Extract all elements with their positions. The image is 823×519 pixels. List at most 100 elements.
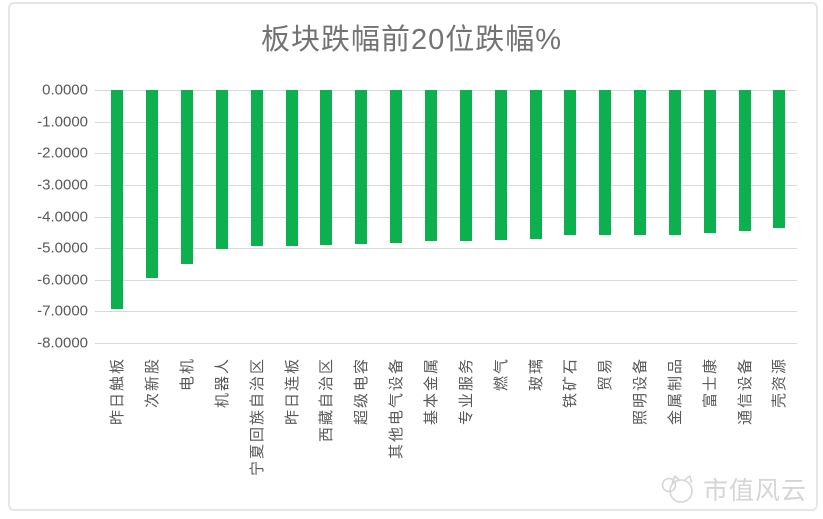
x-tick-label: 专业服务 [457, 357, 475, 426]
bar-slot [344, 90, 379, 343]
gridline [95, 311, 797, 313]
gridline [95, 248, 797, 250]
x-tick-label: 通信设备 [736, 357, 754, 426]
x-tick-label: 其他电气设备 [388, 357, 406, 460]
x-label-slot: 电机 [170, 357, 205, 505]
x-tick-label: 西藏自治区 [318, 357, 336, 443]
x-tick-label: 宁夏回族自治区 [248, 357, 266, 477]
bar-玻璃 [529, 90, 542, 239]
y-tick-label: 0.0000 [42, 81, 88, 99]
bar-slot [692, 90, 727, 343]
bar-slot [762, 90, 797, 343]
bar-series [100, 90, 797, 343]
bar-西藏自治区 [320, 90, 333, 245]
y-axis-tick-labels: 0.0000 -1.0000 -2.0000 -3.0000 -4.0000 -5.000… [0, 82, 88, 352]
bar-照明设备 [634, 90, 647, 235]
plot-gridlines [95, 90, 797, 344]
x-tick-label: 基本金属 [423, 357, 441, 426]
x-label-slot: 燃气 [483, 357, 518, 505]
y-tick-label: -3.0000 [37, 176, 88, 194]
bar-基本金属 [425, 90, 438, 241]
x-label-slot: 西藏自治区 [309, 357, 344, 505]
gridline [95, 279, 797, 281]
bar-昨日触板 [111, 90, 124, 309]
x-label-slot: 贸易 [588, 357, 623, 505]
bar-slot [483, 90, 518, 343]
bar-机器人 [215, 90, 228, 249]
bar-富士康 [703, 90, 716, 233]
bar-昨日连板 [285, 90, 298, 246]
x-tick-label: 次新股 [144, 357, 162, 409]
bar-slot [205, 90, 240, 343]
x-tick-label: 富士康 [701, 357, 719, 409]
bar-次新股 [146, 90, 159, 278]
gridline [95, 121, 797, 123]
bar-宁夏回族自治区 [250, 90, 263, 246]
x-tick-label: 金属制品 [666, 357, 684, 426]
bar-电机 [181, 90, 194, 264]
x-tick-label: 铁矿石 [562, 357, 580, 409]
x-label-slot: 机器人 [205, 357, 240, 505]
bar-slot [518, 90, 553, 343]
x-label-slot: 专业服务 [448, 357, 483, 505]
bar-燃气 [494, 90, 507, 240]
x-label-slot: 基本金属 [414, 357, 449, 505]
bar-贸易 [599, 90, 612, 235]
x-tick-label: 昨日连板 [283, 357, 301, 426]
y-tick-label: -8.0000 [37, 334, 88, 352]
x-tick-label: 玻璃 [527, 357, 545, 392]
bar-通信设备 [738, 90, 751, 231]
gridline [95, 90, 797, 91]
y-tick-label: -4.0000 [37, 208, 88, 225]
x-label-slot: 昨日触板 [100, 357, 135, 505]
x-label-slot: 次新股 [135, 357, 170, 505]
gridline [95, 153, 797, 155]
x-label-slot: 玻璃 [518, 357, 553, 505]
x-label-slot: 照明设备 [623, 357, 658, 505]
x-tick-label: 燃气 [492, 357, 510, 392]
bar-slot [623, 90, 658, 343]
x-label-slot: 超级电容 [344, 357, 379, 505]
y-tick-label: -7.0000 [37, 302, 88, 320]
x-tick-label: 昨日触板 [109, 357, 127, 426]
bar-铁矿石 [564, 90, 577, 235]
bar-金属制品 [668, 90, 681, 235]
x-tick-label: 电机 [179, 357, 197, 392]
bar-slot [100, 90, 135, 343]
bar-slot [274, 90, 309, 343]
bar-slot [135, 90, 170, 343]
bar-slot [448, 90, 483, 343]
bar-slot [379, 90, 414, 343]
x-tick-label: 机器人 [213, 357, 231, 409]
y-tick-label: -6.0000 [37, 271, 88, 289]
bar-slot [658, 90, 693, 343]
x-tick-label: 贸易 [597, 357, 615, 392]
bar-slot [239, 90, 274, 343]
x-tick-label: 壳资源 [771, 357, 789, 409]
bar-slot [414, 90, 449, 343]
chart-title: 板块跌幅前20位跌幅% [260, 24, 563, 56]
y-tick-label: -5.0000 [37, 239, 88, 257]
x-label-slot: 宁夏回族自治区 [239, 357, 274, 505]
watermark-text: 市值风云 [702, 477, 807, 505]
watermark: 市值风云 [660, 471, 807, 507]
bar-壳资源 [773, 90, 786, 228]
gridline [95, 184, 797, 186]
y-tick-label: -1.0000 [37, 113, 88, 131]
x-label-slot: 铁矿石 [553, 357, 588, 505]
bar-slot [727, 90, 762, 343]
bar-slot [309, 90, 344, 343]
bar-其他电气设备 [390, 90, 403, 243]
bar-slot [553, 90, 588, 343]
x-label-slot: 昨日连板 [274, 357, 309, 505]
y-tick-label: -2.0000 [37, 144, 88, 162]
bar-slot [588, 90, 623, 343]
gridline [95, 216, 797, 218]
x-tick-label: 超级电容 [353, 357, 371, 426]
cat-mascot-icon [661, 475, 693, 503]
x-tick-label: 照明设备 [632, 357, 650, 426]
x-label-slot: 其他电气设备 [379, 357, 414, 505]
gridline [95, 343, 797, 344]
bar-专业服务 [459, 90, 472, 241]
